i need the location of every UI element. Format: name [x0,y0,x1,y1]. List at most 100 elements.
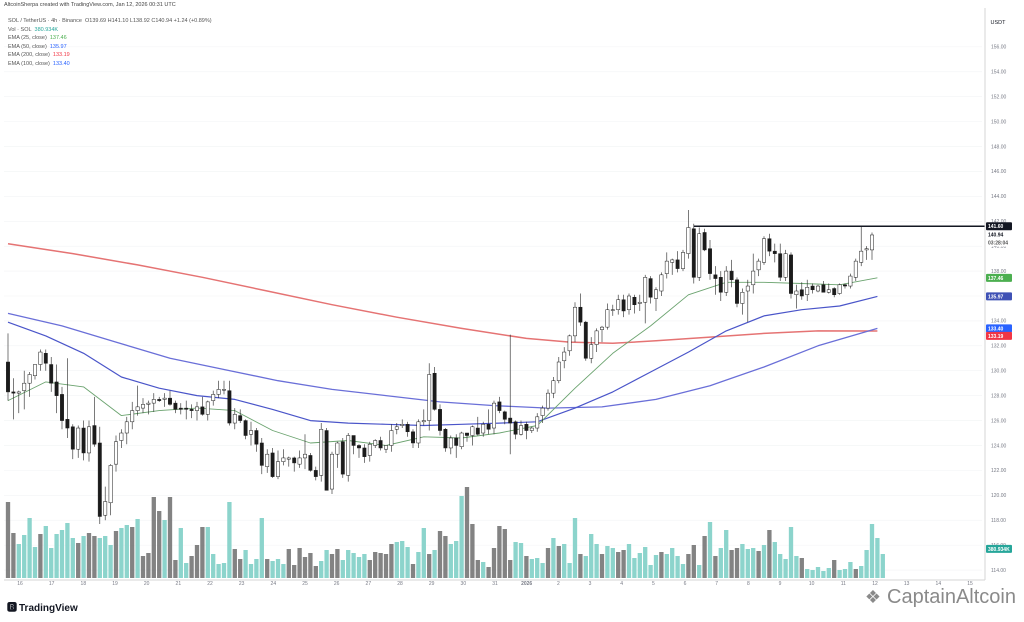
candle-body [816,285,820,292]
volume-bar [761,545,767,578]
candle-body [789,254,793,294]
volume-bar [22,535,27,578]
volume-bar [702,536,707,578]
candle-body [502,411,507,420]
volume-bar [270,561,275,578]
y-tick-label: 134.00 [991,319,1007,325]
candle-body [335,442,340,455]
candle-body [713,274,718,279]
volume-bar [572,518,578,578]
price-tag-box [986,324,1012,333]
price-tag-label: 137.46 [988,276,1004,282]
volume-bar [297,548,302,578]
candle-body [465,432,469,436]
price-tag-box [986,292,1012,301]
price-tag-box [986,331,1012,340]
ema-100-path [7,312,878,409]
volume-bar [346,550,351,578]
x-tick-label: 4 [620,581,623,587]
y-tick-label: 114.00 [991,568,1006,574]
price-tag-label: 133.19 [988,334,1004,340]
volume-bar [470,524,475,578]
candle-body [799,289,804,297]
volume-bar [605,546,610,578]
candle-body [529,427,534,431]
candle-body [664,260,669,274]
x-tick-label: 7 [715,581,718,587]
volume-bar [378,553,383,578]
candle-body [573,306,577,337]
volume-bar [783,559,788,578]
volume-bar [821,571,826,578]
volume-bar [524,556,529,578]
candle-body [567,335,572,352]
candle-body [853,260,858,278]
candle-body [610,309,615,311]
volume-bar [427,554,432,578]
candle-body [362,447,367,457]
volume-bar [173,560,178,578]
volume-bar [373,552,378,578]
volume-bar [599,554,605,578]
candle-body [859,250,864,263]
volume-bar [664,554,669,578]
candle-body [313,470,318,477]
x-tick-label: 10 [809,581,815,587]
legend-row[interactable]: EMA (25, close) 137.46 [8,34,212,43]
volume-bar [32,547,38,578]
candle-body [27,374,32,384]
volume-bar [621,550,626,578]
ema-200-line [7,242,878,345]
candle-body [389,430,394,446]
legend-value: 135.97 [49,43,67,50]
volume-bar [648,565,653,578]
price-tag-label: 135.97 [988,294,1004,300]
candle-body [124,421,129,434]
tradingview-logo[interactable]: 🅱 TradingView [7,599,78,614]
candle-body [76,427,81,450]
candle-body [357,445,361,449]
candle-body [740,292,745,304]
volume-bar [119,528,124,578]
candle-body [427,374,432,421]
candle-body [432,372,437,410]
x-tick-label: 24 [271,581,277,587]
volume-bar [146,553,151,578]
legend-row[interactable]: Vol · SOL 380.934K [8,26,212,35]
volume-bar [853,569,858,578]
candle-body [562,351,567,362]
candle-body [232,414,237,424]
candle-body [475,427,480,435]
volume-bar [281,564,286,578]
candle-body [675,259,680,269]
volume-bar [124,525,129,578]
price-tag-label: 140.94 [988,232,1004,238]
chart-header-text: AltcoinSherpa created with TradingView.c… [4,2,176,8]
volume-bar [529,559,534,578]
time-axis[interactable]: 16 17 18 19 20 21 22 23 24 25 26 27 28 29 30 31 2026 2 3 4 5… [4,579,985,587]
volume-bar [589,534,594,578]
volume-bar [151,497,156,578]
candle-body [756,260,761,271]
legend-row[interactable]: EMA (100, close) 133.40 [8,60,212,69]
candle-body [87,426,91,454]
legend-row[interactable]: EMA (200, close) 133.19 [8,51,212,60]
candle-body [243,420,248,436]
legend-row[interactable]: EMA (50, close) 135.97 [8,43,212,52]
volume-bar [135,519,140,578]
candle-body [6,361,10,393]
candle-body [492,402,496,429]
volume-bar [76,543,81,578]
candle-body [670,259,675,263]
volume-bar [788,527,794,578]
legend-row[interactable]: SOL / TetherUS · 4h · Binance O139.69 H14… [8,17,212,26]
candle-body [821,284,826,293]
candle-body [141,404,145,409]
volume-bar [540,563,545,578]
volume-bar [864,550,869,578]
volume-bar [869,524,875,578]
volume-bar [416,552,421,578]
volume-bar [329,554,335,578]
candle-body [130,410,135,423]
